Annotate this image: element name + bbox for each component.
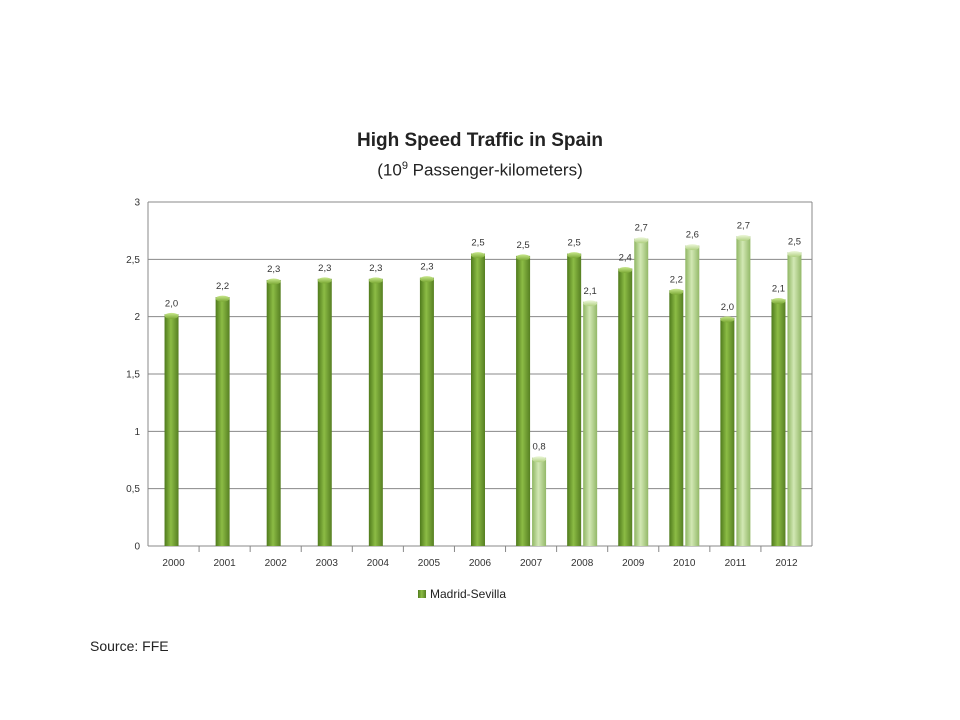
x-tick-label: 2003	[316, 558, 339, 569]
x-tick-label: 2009	[622, 558, 645, 569]
data-label: 2,3	[420, 262, 433, 273]
bar-series-2	[685, 245, 700, 546]
y-tick-label: 2,5	[126, 255, 140, 266]
data-label: 2,0	[721, 302, 734, 313]
chart-subtitle: (109 Passenger-kilometers)	[0, 160, 960, 181]
x-tick-label: 2004	[367, 558, 390, 569]
bar-madrid-sevilla-cap	[368, 277, 383, 284]
y-tick-label: 3	[134, 198, 140, 209]
axes: 0 0,5 1 1,5 2 2,5 3 2000 2001 2002 2003 2004 2005 200…	[126, 198, 813, 569]
data-labels: 2,0 2,2 2,3 2,3 2,3 2,3 2,5 2,5 0,8 2,5 2,1 2,4 2,7 2…	[165, 220, 801, 452]
bar-series-2-cap	[736, 234, 751, 241]
bar-series-2	[583, 301, 598, 546]
bar-madrid-sevilla-cap	[720, 316, 735, 323]
data-label: 2,5	[471, 238, 484, 249]
bar-madrid-sevilla-cap	[669, 288, 684, 295]
data-label: 2,7	[737, 220, 750, 231]
data-label: 2,3	[267, 264, 280, 275]
bar-madrid-sevilla	[164, 314, 179, 546]
legend: Madrid-Sevilla	[418, 587, 506, 601]
data-label: 2,7	[635, 223, 648, 234]
bar-madrid-sevilla-cap	[215, 295, 230, 302]
data-label: 2,5	[568, 238, 581, 249]
data-label: 2,2	[216, 281, 229, 292]
data-label: 2,5	[788, 236, 801, 247]
data-label: 2,1	[584, 286, 597, 297]
bar-madrid-sevilla-cap	[618, 267, 633, 274]
bar-madrid-sevilla	[317, 278, 332, 546]
bar-series-2-cap	[583, 300, 598, 307]
bar-madrid-sevilla-cap	[771, 297, 786, 304]
bar-madrid-sevilla	[771, 299, 786, 546]
bar-madrid-sevilla	[618, 268, 633, 546]
bar-madrid-sevilla	[471, 253, 485, 546]
bar-madrid-sevilla-cap	[266, 278, 281, 285]
bar-madrid-sevilla	[419, 277, 434, 546]
bar-madrid-sevilla-cap	[471, 252, 485, 259]
data-label: 2,3	[369, 263, 382, 274]
bar-madrid-sevilla-cap	[164, 312, 179, 319]
bar-series-2-cap	[787, 250, 802, 257]
x-tick-label: 2012	[775, 558, 798, 569]
data-label: 2,1	[772, 283, 785, 294]
y-tick-label: 1,5	[126, 370, 140, 381]
x-tick-label: 2002	[265, 558, 288, 569]
data-label: 2,2	[670, 274, 683, 285]
bar-madrid-sevilla-cap	[516, 254, 531, 261]
bar-series-2-cap	[532, 456, 547, 463]
bar-madrid-sevilla-cap	[419, 276, 434, 283]
data-label: 2,4	[619, 253, 632, 264]
subtitle-exponent: 9	[401, 160, 408, 172]
data-label: 2,3	[318, 263, 331, 274]
bar-series-2	[736, 236, 751, 546]
bar-series-2-cap	[685, 244, 700, 251]
chart-title: High Speed Traffic in Spain	[357, 130, 603, 151]
bar-madrid-sevilla	[266, 279, 281, 546]
subtitle-pre: (10	[377, 160, 402, 180]
x-tick-label: 2006	[469, 558, 492, 569]
bar-madrid-sevilla	[669, 290, 684, 546]
data-label: 2,6	[686, 230, 699, 241]
y-tick-label: 2	[134, 312, 140, 323]
x-tick-label: 2007	[520, 558, 543, 569]
bar-madrid-sevilla	[516, 255, 531, 547]
bar-madrid-sevilla	[567, 253, 582, 546]
x-tick-label: 2001	[213, 558, 236, 569]
bar-madrid-sevilla	[368, 278, 383, 546]
bars	[164, 234, 802, 547]
data-label: 0,8	[532, 442, 545, 453]
y-tick-label: 0	[134, 542, 140, 553]
legend-swatch	[418, 590, 426, 598]
bar-series-2	[634, 238, 649, 546]
source-note: Source: FFE	[90, 638, 169, 654]
bar-series-2-cap	[634, 237, 649, 244]
x-tick-label: 2008	[571, 558, 594, 569]
x-tick-label: 2011	[725, 558, 747, 569]
subtitle-post: Passenger-kilometers)	[407, 160, 583, 180]
y-tick-label: 1	[134, 427, 140, 438]
bar-madrid-sevilla-cap	[567, 252, 582, 259]
data-label: 2,0	[165, 298, 178, 309]
x-tick-label: 2005	[418, 558, 441, 569]
legend-label: Madrid-Sevilla	[430, 587, 506, 601]
bar-series-2	[787, 252, 802, 546]
x-tick-label: 2010	[673, 558, 696, 569]
y-tick-label: 0,5	[126, 484, 140, 495]
data-label: 2,5	[516, 240, 529, 251]
bar-madrid-sevilla	[215, 297, 230, 546]
x-tick-label: 2000	[162, 558, 185, 569]
bar-madrid-sevilla	[720, 317, 735, 546]
bar-madrid-sevilla-cap	[317, 277, 332, 284]
bar-series-2	[532, 457, 547, 546]
